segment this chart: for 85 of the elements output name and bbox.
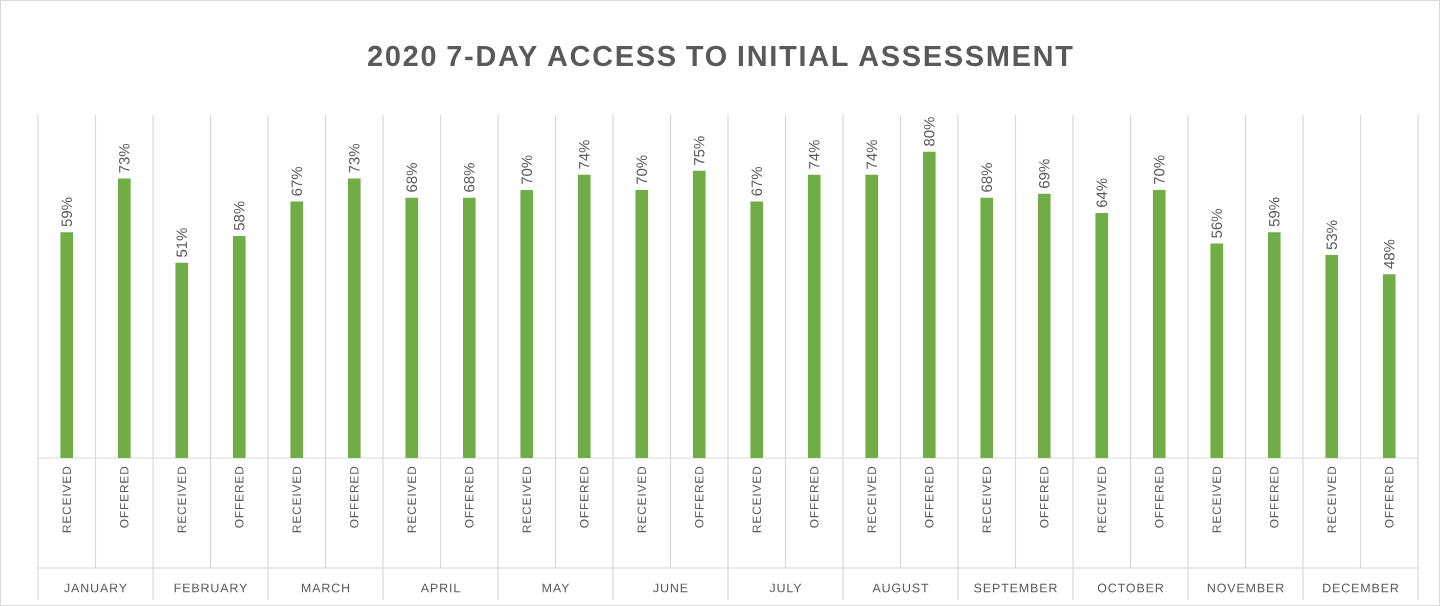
x-tick-label: RECEIVED	[177, 466, 186, 533]
chart-title: 2020 7-DAY ACCESS TO INITIAL ASSESSMENT	[368, 45, 1073, 67]
x-tick-label: OFFERED	[1270, 466, 1279, 528]
x-tick-label: OFFERED	[350, 466, 359, 528]
x-tick-label: OFFERED	[120, 466, 129, 528]
text: NOVEMBER	[1207, 583, 1284, 593]
data-label: 51%	[176, 228, 188, 257]
data-label: 53%	[1326, 220, 1338, 250]
data-label: 48%	[1383, 239, 1395, 269]
x-tick-label: OFFERED	[695, 466, 704, 528]
bar	[520, 190, 534, 458]
x-tick-label: OFFERED	[925, 466, 934, 528]
data-label: 67%	[291, 166, 303, 196]
data-label: 74%	[809, 140, 820, 169]
x-tick-label: RECEIVED	[522, 466, 531, 533]
text: JUNE	[653, 583, 688, 593]
bar	[807, 174, 821, 458]
bar	[635, 190, 649, 458]
x-tick-label: OFFERED	[1385, 466, 1394, 528]
data-label: 75%	[694, 136, 705, 165]
x-tick-label: OFFERED	[465, 466, 474, 528]
bar	[692, 170, 706, 458]
bar	[117, 178, 131, 458]
x-tick-label: OFFERED	[580, 466, 589, 528]
x-tick-label: RECEIVED	[292, 466, 301, 533]
data-label: 68%	[981, 163, 993, 192]
text: JANUARY	[64, 583, 127, 593]
text: JULY	[769, 583, 802, 593]
bar	[60, 232, 74, 458]
data-label: 68%	[463, 163, 475, 192]
x-tick-label: OFFERED	[1155, 466, 1164, 528]
x-tick-label: RECEIVED	[752, 466, 761, 533]
x-tick-label: RECEIVED	[867, 466, 876, 533]
text: OCTOBER	[1097, 583, 1164, 593]
bar	[1325, 255, 1339, 458]
data-label: 67%	[751, 166, 763, 196]
bar	[577, 174, 591, 458]
x-tick-label: OFFERED	[1040, 466, 1049, 528]
data-label: 59%	[1268, 197, 1280, 227]
bar	[750, 201, 764, 458]
data-label: 70%	[1153, 155, 1165, 185]
text: APRIL	[420, 583, 460, 593]
x-tick-label: RECEIVED	[637, 466, 646, 533]
data-label: 74%	[579, 140, 590, 169]
bar	[980, 197, 994, 458]
x-tick-label: RECEIVED	[982, 466, 991, 533]
bar	[865, 174, 879, 458]
x-tick-label: RECEIVED	[1212, 466, 1221, 533]
data-label: 73%	[348, 143, 360, 173]
bar	[290, 201, 304, 458]
bar	[1267, 232, 1281, 458]
bar	[405, 197, 419, 458]
text: AUGUST	[872, 583, 929, 593]
data-label: 64%	[1096, 178, 1108, 208]
bar	[175, 262, 189, 458]
data-label: 68%	[406, 163, 418, 192]
bar	[1152, 190, 1166, 458]
data-label: 59%	[61, 197, 73, 227]
text: SEPTEMBER	[974, 583, 1057, 593]
x-tick-label: OFFERED	[810, 466, 819, 528]
text: DECEMBER	[1323, 583, 1399, 593]
data-label: 70%	[636, 155, 648, 185]
text: FEBRUARY	[174, 583, 248, 593]
text: MARCH	[301, 583, 350, 593]
data-label: 58%	[233, 201, 245, 231]
bar	[232, 235, 246, 458]
x-tick-label: RECEIVED	[1327, 466, 1336, 533]
bar	[347, 178, 361, 458]
x-tick-label: RECEIVED	[1097, 466, 1106, 533]
data-label: 80%	[923, 117, 935, 146]
x-tick-label: RECEIVED	[62, 466, 71, 533]
bar	[922, 151, 936, 458]
bar	[1095, 212, 1109, 458]
text: MAY	[542, 583, 570, 593]
bar	[1382, 274, 1396, 458]
data-label: 73%	[118, 143, 130, 173]
bar	[1037, 193, 1051, 458]
data-label: 69%	[1038, 159, 1050, 188]
bar	[1210, 243, 1224, 458]
bar	[462, 197, 476, 458]
x-tick-label: OFFERED	[235, 466, 244, 528]
x-tick-label: RECEIVED	[407, 466, 416, 533]
data-label: 70%	[521, 155, 533, 185]
data-label: 56%	[1211, 209, 1223, 238]
data-label: 74%	[866, 140, 877, 169]
